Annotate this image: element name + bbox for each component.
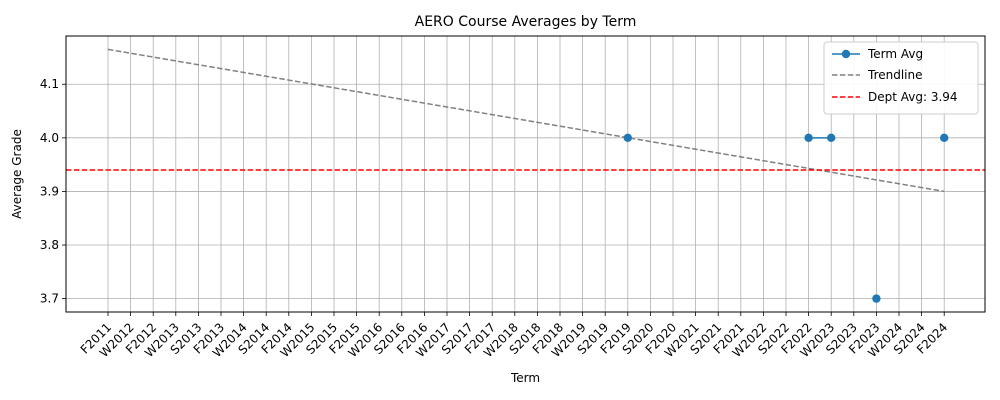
- term-avg-point: [940, 133, 949, 143]
- legend-label: Term Avg: [867, 47, 923, 61]
- y-tick-label: 3.9: [40, 184, 59, 198]
- x-axis-label: Term: [510, 371, 540, 385]
- y-axis-label: Average Grade: [10, 129, 24, 219]
- y-tick-label: 3.7: [40, 292, 59, 306]
- legend-label: Trendline: [867, 68, 923, 82]
- plot-frame: [65, 35, 986, 313]
- y-axis: 3.7 3.8 3.9 4.0 4.1: [40, 77, 66, 306]
- plot-content: [66, 48, 985, 303]
- grid: [66, 36, 985, 312]
- y-tick-label: 4.0: [40, 131, 59, 145]
- trendline: [107, 48, 945, 193]
- legend-label: Dept Avg: 3.94: [868, 90, 958, 104]
- term-avg-point: [827, 133, 836, 143]
- chart-title: AERO Course Averages by Term: [415, 14, 637, 30]
- term-avg-point: [804, 133, 813, 143]
- legend-marker: [841, 49, 851, 59]
- y-tick-label: 3.8: [40, 238, 59, 252]
- term-avg-point: [623, 133, 632, 143]
- x-axis: F2011W2012F2012W2013S2013F2013W2014S2014…: [78, 312, 950, 360]
- term-avg-point: [872, 294, 881, 303]
- y-tick-label: 4.1: [40, 77, 59, 91]
- legend: Term Avg Trendline Dept Avg: 3.94: [823, 41, 979, 115]
- legend-box: [823, 41, 979, 115]
